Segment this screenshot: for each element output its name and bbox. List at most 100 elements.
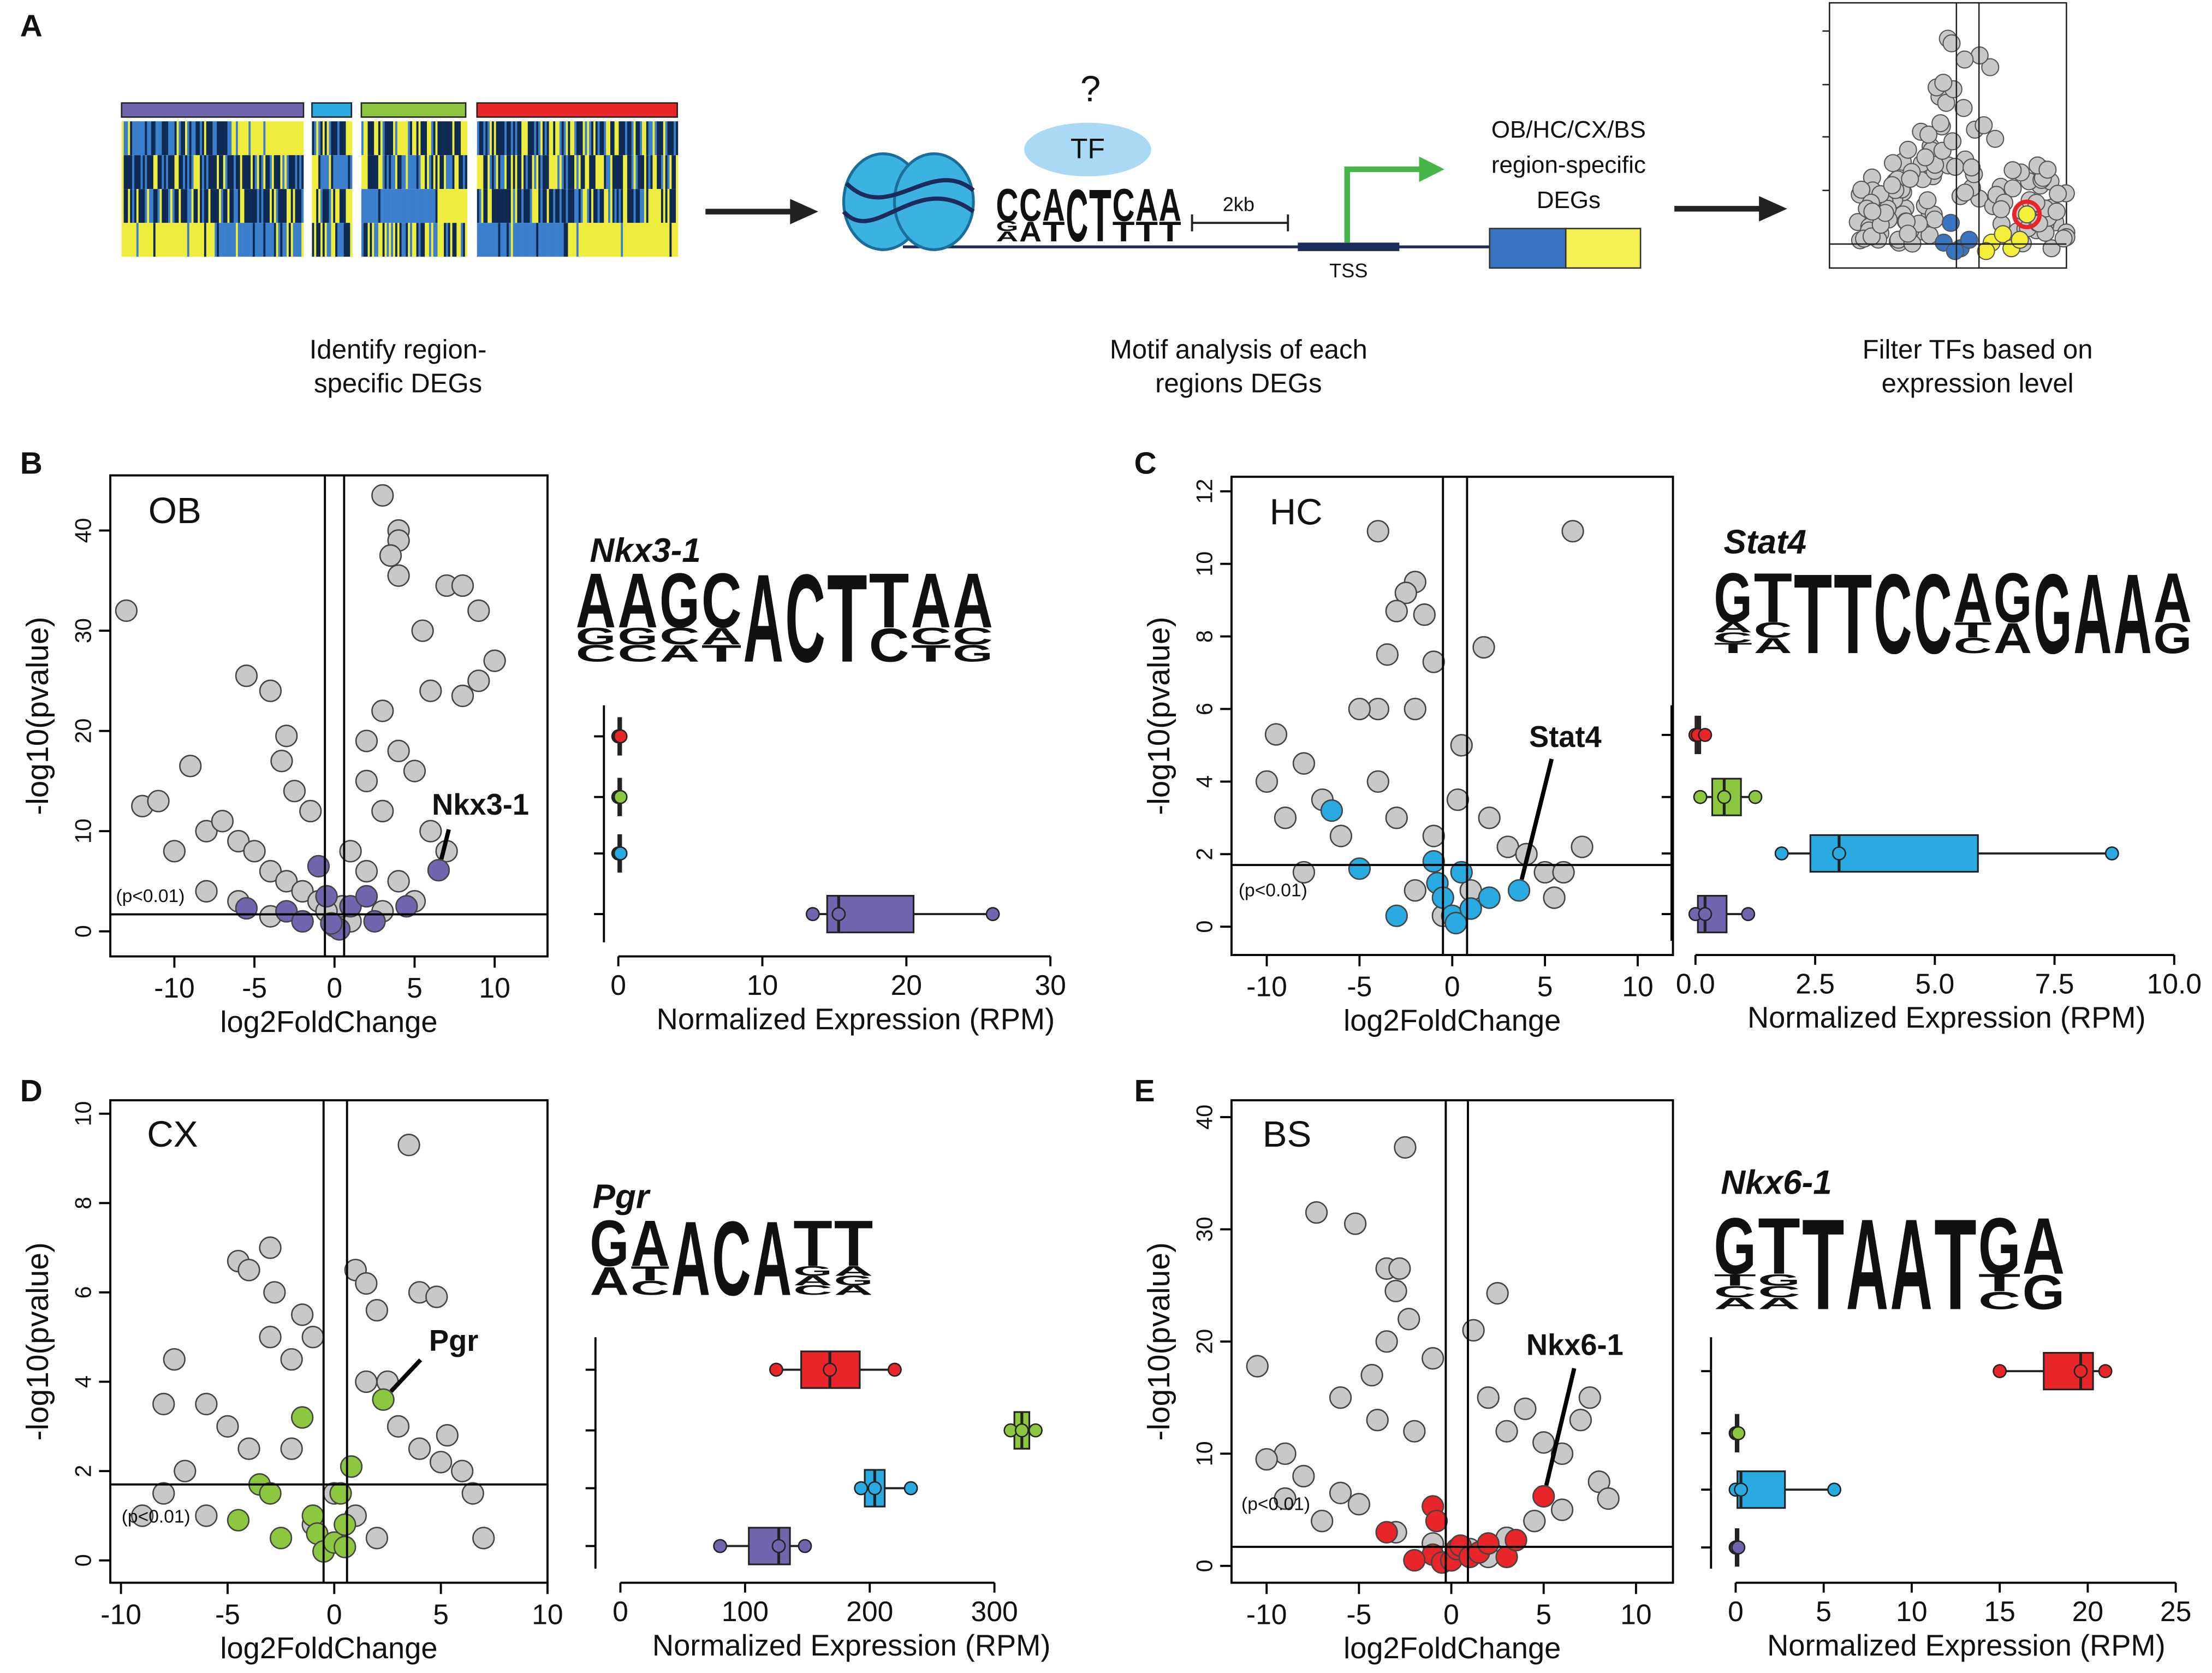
heatmap-cell — [597, 121, 600, 156]
heatmap-cell — [631, 121, 634, 156]
heatmap-cell — [372, 223, 374, 257]
logo-letter: C — [659, 623, 700, 650]
heatmap-cell — [582, 155, 585, 189]
heatmap-cell — [123, 189, 126, 223]
heatmap-cell — [669, 155, 672, 189]
logo-letter: T — [1794, 550, 1832, 677]
logo-letter: G — [793, 1263, 833, 1278]
heatmap-cell — [616, 155, 619, 189]
logo-letter: G — [590, 1207, 629, 1280]
heatmap-cell — [534, 155, 537, 189]
heatmap-cell — [536, 189, 539, 223]
heatmap-cell — [267, 223, 270, 257]
heatmap-cell — [412, 223, 415, 257]
highlight-point — [320, 912, 343, 935]
heatmap-cell — [483, 189, 486, 223]
heatmap-cell — [635, 121, 638, 156]
heatmap-cell — [671, 189, 674, 223]
heatmap-cell — [433, 189, 436, 223]
heatmap-cell — [485, 223, 488, 257]
heatmap-cell — [142, 189, 145, 223]
heatmap-cell — [132, 121, 135, 156]
heatmap-cell — [561, 155, 564, 189]
heatmap-cell — [627, 155, 630, 189]
heatmap-cell — [333, 223, 336, 257]
heatmap-cell — [572, 121, 575, 156]
point — [163, 1348, 186, 1371]
heatmap-cell — [439, 121, 442, 156]
sample-point — [1734, 1482, 1749, 1497]
heatmap-cell — [218, 121, 222, 156]
heatmap-cell — [519, 189, 522, 223]
logo-letter: T — [1754, 559, 1792, 637]
heatmap-cell — [374, 155, 377, 189]
heatmap-cell — [493, 189, 496, 223]
logo-letter: C — [576, 640, 616, 667]
point — [1274, 806, 1297, 829]
heatmap-cell — [538, 121, 541, 156]
point — [263, 1281, 286, 1304]
heatmap-cell — [263, 223, 266, 257]
heatmap-cell — [237, 121, 241, 156]
highlight-point — [395, 895, 418, 918]
heatmap-cell — [157, 189, 160, 223]
sample-point — [985, 907, 1000, 922]
heatmap-cell — [410, 189, 413, 223]
heatmap-cell — [631, 223, 634, 257]
heatmap-cell — [370, 223, 372, 257]
heatmap-cell — [367, 189, 370, 223]
point — [1385, 600, 1408, 622]
logo-letter: C — [1113, 179, 1135, 231]
logo-letter: A — [2073, 550, 2112, 677]
heatmap-cell — [563, 155, 566, 189]
logo-letter: G — [1758, 1271, 1800, 1289]
heatmap-cell — [589, 121, 592, 156]
heatmap-cell — [130, 189, 133, 223]
y-axis-label: -log10(pvalue) — [21, 1242, 55, 1440]
heatmap-cell — [251, 155, 253, 189]
heatmap-cell — [578, 189, 581, 223]
heatmap-cell — [487, 155, 490, 189]
sample-point — [769, 1362, 783, 1377]
heatmap-cell — [244, 121, 247, 156]
heatmap-cell — [314, 189, 317, 223]
heatmap-cell — [128, 189, 130, 223]
x-tick-label: 20 — [2072, 1595, 2103, 1627]
heatmap-cell — [566, 189, 568, 223]
point — [339, 840, 362, 863]
heatmap-cell — [648, 121, 651, 156]
heatmap-cell — [646, 155, 649, 189]
heatmap-cell — [452, 189, 455, 223]
heatmap-cell — [559, 155, 562, 189]
heatmap-cell — [331, 155, 334, 189]
heatmap-cell — [278, 189, 281, 223]
heatmap-cell — [412, 189, 415, 223]
heatmap-cell — [142, 121, 145, 156]
point — [1385, 806, 1408, 829]
heatmap-cell — [465, 189, 467, 223]
heatmap-cell — [401, 155, 404, 189]
heatmap-cell — [270, 155, 272, 189]
heatmap-cell — [386, 155, 389, 189]
logo-letter: A — [744, 548, 784, 688]
heatmap-cell — [576, 155, 579, 189]
heatmap-cell — [166, 155, 169, 189]
point — [425, 1285, 448, 1308]
heatmap-cell — [378, 189, 381, 223]
heatmap-cell — [517, 121, 520, 156]
heatmap-cell — [229, 155, 232, 189]
heatmap-cell — [166, 121, 169, 156]
point — [1550, 1498, 1574, 1521]
heatmap-cell — [403, 189, 406, 223]
heatmap-cell — [515, 223, 518, 257]
heatmap-cell — [363, 189, 366, 223]
heatmap-cell — [242, 155, 245, 189]
heatmap-cell — [621, 121, 623, 156]
heatmap-cell — [425, 189, 427, 223]
heatmap-cell — [587, 223, 590, 257]
heatmap-cell — [270, 189, 272, 223]
heatmap-cell — [331, 189, 334, 223]
heatmap-cell — [288, 155, 292, 189]
heatmap-cell — [568, 223, 570, 257]
heatmap-cell — [172, 121, 175, 156]
